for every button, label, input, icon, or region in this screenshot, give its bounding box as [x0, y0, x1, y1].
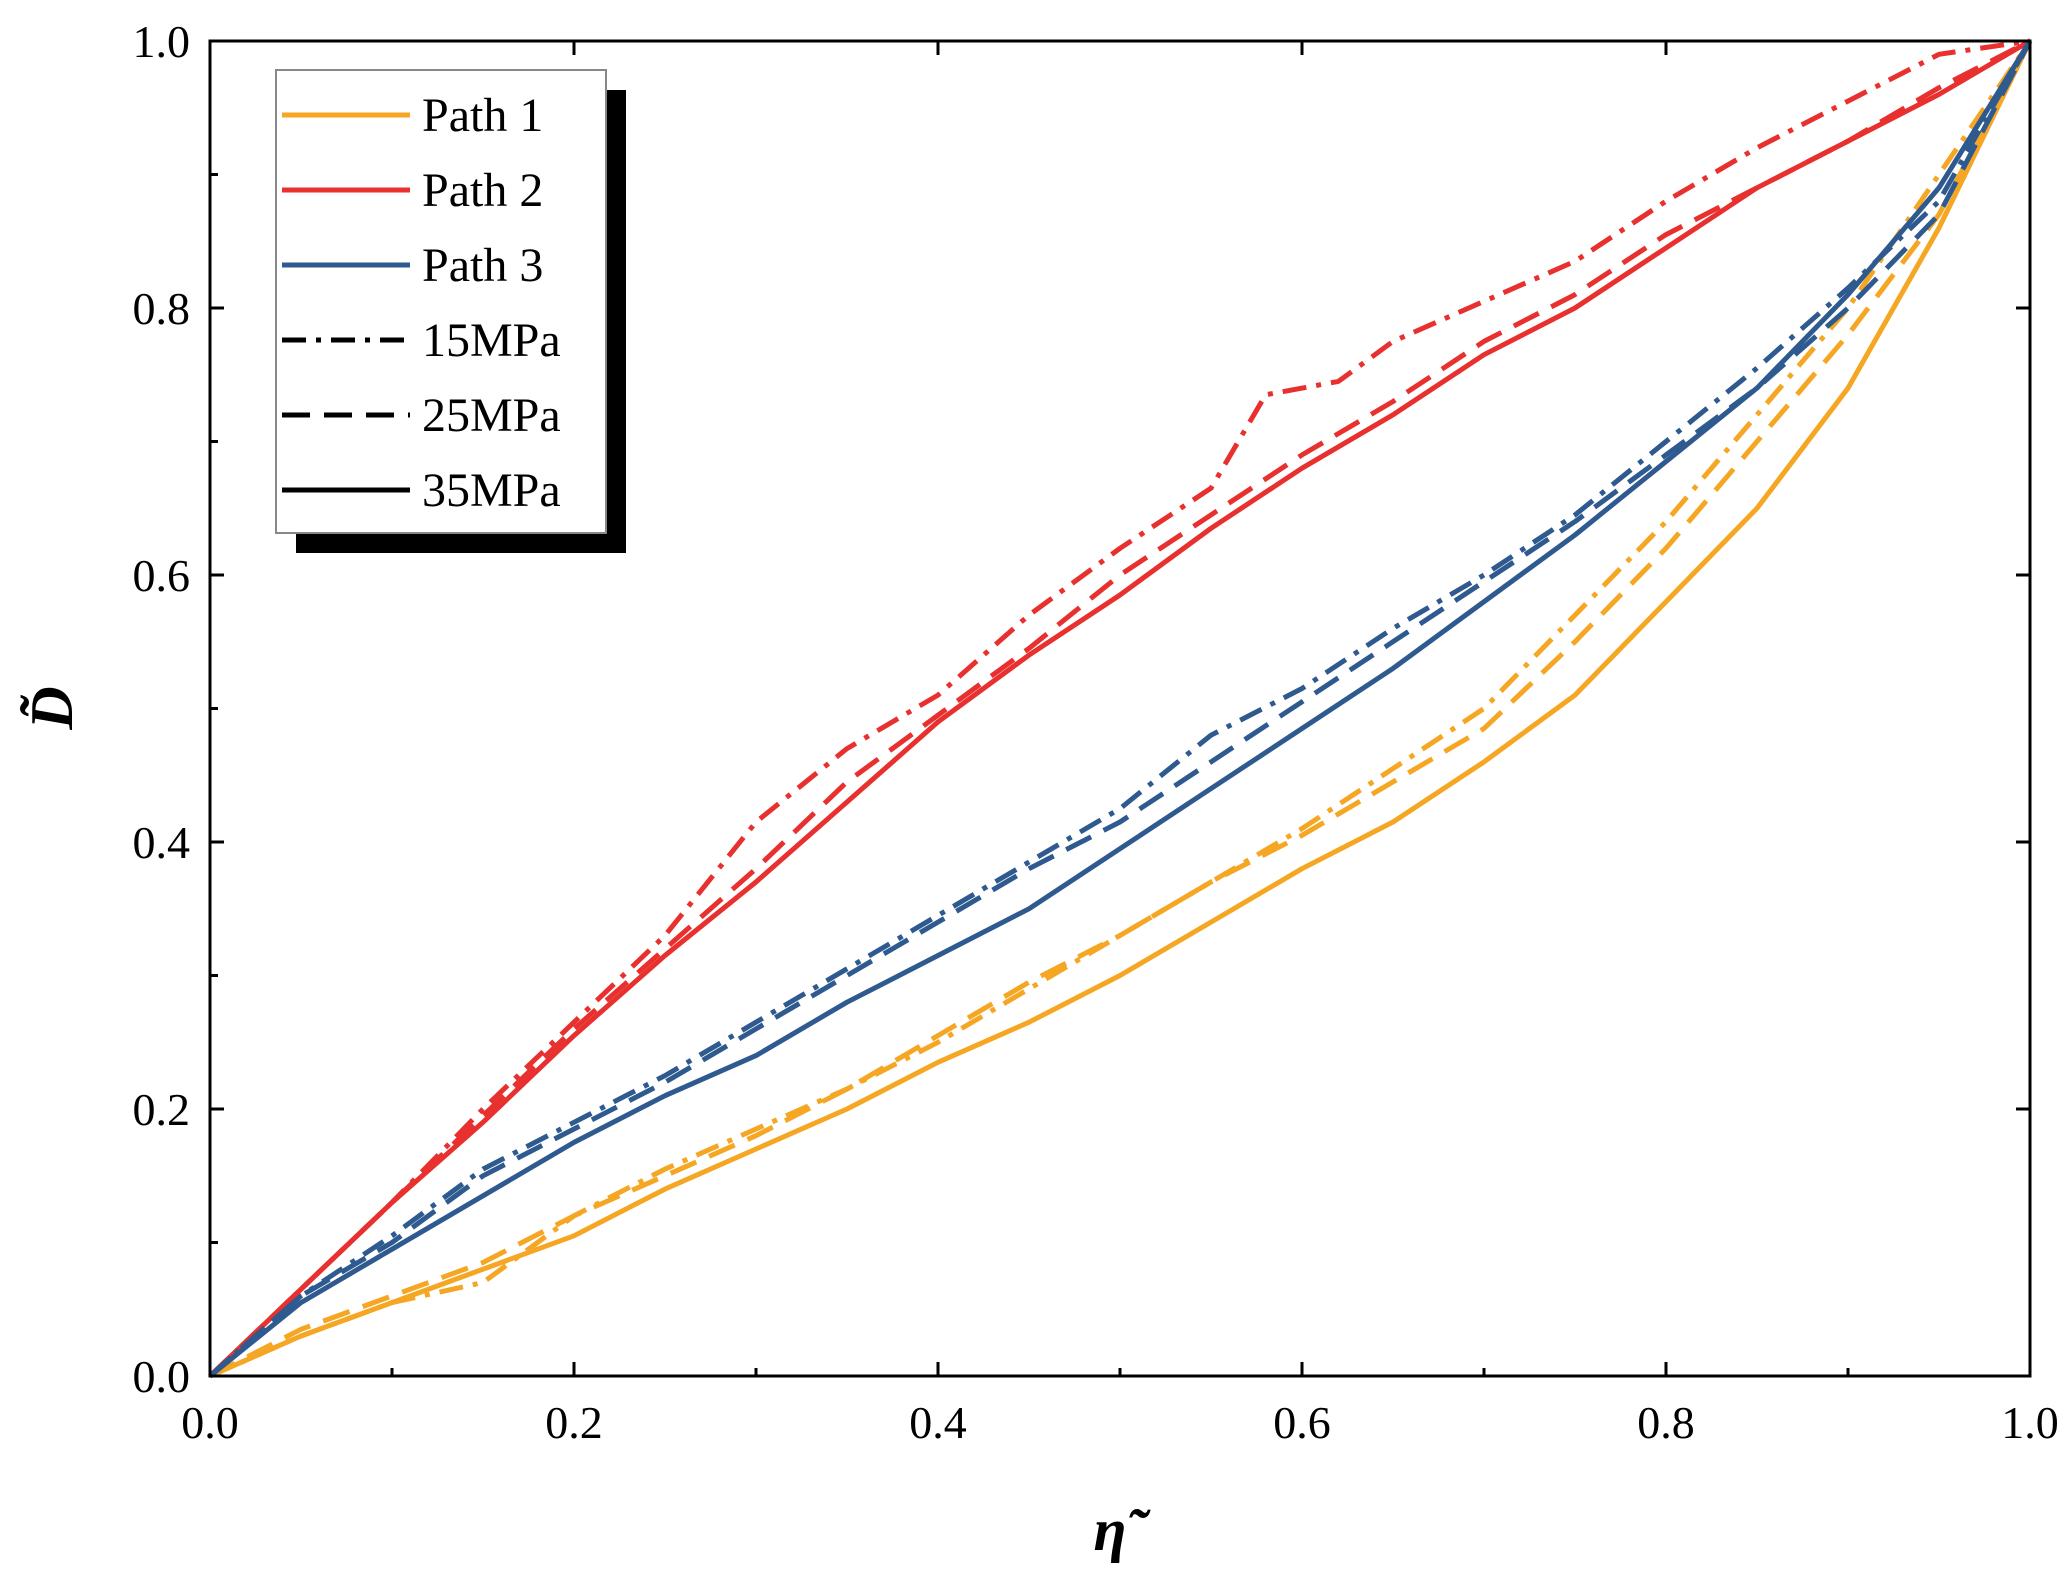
x-tick-label: 0.6: [1273, 1397, 1331, 1448]
x-tick-label: 1.0: [2001, 1397, 2059, 1448]
series-line-path-3-25mpa: [208, 39, 2033, 1378]
legend-label: 35MPa: [422, 464, 561, 517]
plot-frame: [208, 39, 2032, 1378]
x-tick-label: 0.8: [1637, 1397, 1695, 1448]
legend-label: 15MPa: [422, 314, 561, 367]
x-tick-label: 0.4: [909, 1397, 967, 1448]
legend-label: Path 1: [422, 89, 543, 142]
y-tick-label: 1.0: [133, 16, 191, 67]
x-tick-label: 0.0: [181, 1397, 239, 1448]
series-line-path-1-25mpa: [208, 39, 2033, 1379]
legend-box: [275, 69, 607, 534]
legend-label: 25MPa: [422, 389, 561, 442]
y-tick-label: 0.2: [133, 1084, 191, 1135]
y-tick-label: 0.4: [133, 817, 191, 868]
series-layer: [208, 38, 2033, 1379]
legend-label: Path 2: [422, 164, 543, 217]
y-axis-title: D̃: [19, 686, 85, 730]
legend: Path 1 Path 2 Path 3 15MPa 25MPa 35MPa: [275, 69, 626, 553]
legend-entries: Path 1 Path 2 Path 3 15MPa 25MPa 35MPa: [282, 89, 561, 517]
x-tick-label: 0.2: [545, 1397, 603, 1448]
series-line-path-3-15mpa: [208, 39, 2033, 1378]
y-tick-label: 0.6: [133, 550, 191, 601]
series-line-path-3-35mpa: [208, 39, 2033, 1378]
series-line-path-1-35mpa: [208, 39, 2033, 1379]
legend-label: Path 3: [422, 239, 543, 292]
tick-label-layer: 0.0 0.2 0.4 0.6 0.8 1.0 0.0 0.2 0.4 0.6 0.8 1.0: [133, 16, 2059, 1448]
y-tick-label: 0.8: [133, 283, 191, 334]
y-tick-label: 0.0: [133, 1351, 191, 1402]
series-line-path-2-35mpa: [208, 38, 2032, 1378]
series-line-path-2-15mpa: [208, 38, 2031, 1378]
